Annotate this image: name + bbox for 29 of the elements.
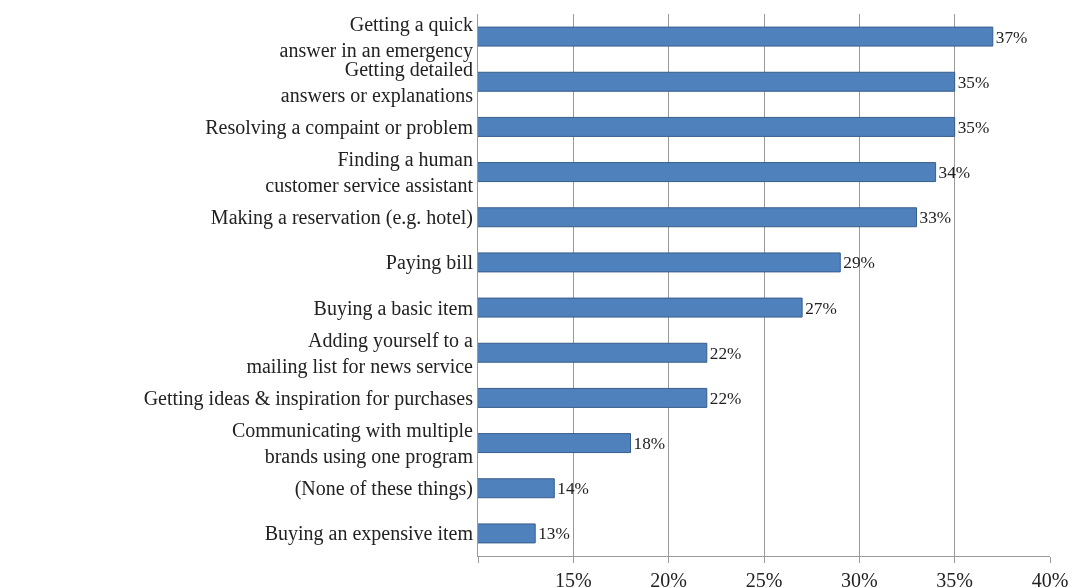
x-tick-label: 35%: [936, 569, 974, 588]
data-label: 29%: [843, 253, 875, 273]
data-label: 27%: [805, 298, 837, 318]
y-tick-label: (None of these things): [294, 477, 473, 501]
data-label: 35%: [957, 117, 990, 137]
y-tick-label: Getting a quick answer in an emergency: [279, 12, 473, 62]
data-label: 35%: [957, 72, 990, 92]
data-label: 33%: [919, 208, 952, 228]
x-tick-label: 15%: [554, 569, 592, 588]
y-tick-label: Buying an expensive item: [264, 522, 474, 546]
data-label: 14%: [557, 479, 589, 499]
data-label: 22%: [709, 388, 742, 408]
x-tick-label: 20%: [650, 569, 688, 588]
y-tick-label: Resolving a compaint or problem: [205, 115, 474, 139]
y-tick-label: Making a reservation (e.g. hotel): [210, 206, 473, 230]
data-label: 22%: [709, 343, 742, 363]
y-tick-label: Buying a basic item: [313, 296, 474, 320]
data-label: 37%: [995, 27, 1028, 47]
data-label: 18%: [633, 434, 666, 454]
y-tick-label: Communicating with multiple brands using one program: [231, 419, 474, 469]
x-tick-label: 30%: [840, 569, 878, 588]
y-tick-label: Adding yourself to a mailing list for news service: [246, 328, 474, 378]
x-tick-label: 25%: [745, 569, 783, 588]
x-tick-label: 40%: [1031, 569, 1069, 588]
y-tick-label: Getting ideas & inspiration for purchases: [143, 386, 474, 410]
data-label: 34%: [938, 163, 971, 183]
y-tick-label: Paying bill: [385, 251, 474, 275]
y-tick-label: Finding a human customer service assistant: [265, 148, 474, 197]
data-label: 13%: [538, 524, 570, 544]
